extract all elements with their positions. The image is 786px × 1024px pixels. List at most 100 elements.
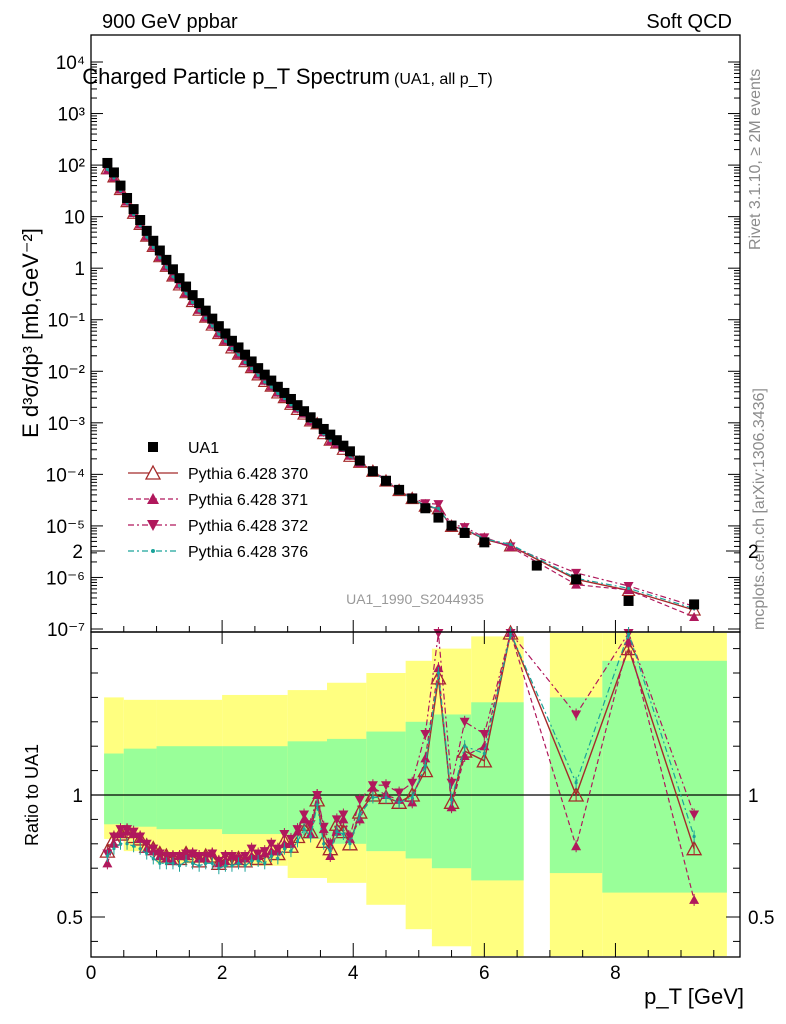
ua1-data-point <box>174 273 185 284</box>
ratio-point-3 <box>407 778 418 788</box>
uncertainty-band-inner <box>602 660 727 893</box>
ratio-point-4 <box>309 834 313 839</box>
ratio-y-tick-label: 0.5 <box>57 908 83 929</box>
y-axis-label: E d³σ/dp³ [mb,GeV⁻²] <box>18 228 43 438</box>
model-point-4 <box>164 265 168 269</box>
model-point-4 <box>184 292 188 296</box>
ratio-point-4 <box>164 861 168 865</box>
ua1-data-point <box>135 215 146 226</box>
ratio-point-3 <box>141 839 152 849</box>
ua1-data-point <box>207 313 218 324</box>
ua1-data-point <box>338 440 349 451</box>
ratio-point-3 <box>253 849 264 859</box>
uncertainty-band-inner <box>471 702 524 881</box>
ratio-point-3 <box>279 830 290 840</box>
model-point-4 <box>197 309 201 313</box>
ua1-data-point <box>420 503 431 514</box>
ua1-data-point <box>407 493 418 504</box>
ua1-data-point <box>240 349 251 360</box>
ratio-curve-4 <box>106 631 695 869</box>
ua1-data-point <box>233 342 244 353</box>
ua1-data-point <box>226 335 237 346</box>
ratio-point-4 <box>112 847 116 851</box>
model-point-4 <box>145 235 149 239</box>
ratio-point-1 <box>568 786 585 802</box>
ua1-data-point <box>187 290 198 301</box>
y-tick-label: 1 <box>74 259 85 280</box>
legend-label: UA1 <box>188 440 219 457</box>
model-point-4 <box>276 391 280 396</box>
model-point-4 <box>210 324 214 328</box>
ua1-data-point <box>122 192 133 203</box>
ua1-data-point <box>433 512 444 523</box>
model-point-4 <box>191 300 195 305</box>
y-tick-label: 10² <box>58 156 85 177</box>
ratio-point-2 <box>446 802 457 812</box>
legend-marker <box>151 549 155 553</box>
model-point-4 <box>223 339 227 343</box>
legend-label: Pythia 6.428 372 <box>188 518 308 535</box>
ratio-point-4 <box>177 864 182 868</box>
model-point-4 <box>151 245 155 250</box>
y-tick-label: 10⁻¹ <box>48 311 86 332</box>
ratio-point-2 <box>102 858 113 868</box>
ratio-point-3 <box>299 810 310 820</box>
ua1-data-point <box>148 235 159 246</box>
ratio-y-axis-label: Ratio to UA1 <box>22 744 42 846</box>
ratio-point-4 <box>315 803 319 807</box>
y-tick-label: 10⁴ <box>56 53 85 74</box>
ratio-point-4 <box>243 864 247 868</box>
ratio-point-4 <box>463 744 467 748</box>
ratio-point-3 <box>266 839 277 849</box>
model-curve-4 <box>106 169 695 610</box>
ratio-point-4 <box>371 795 375 800</box>
y-tick-label: 10 <box>64 208 85 229</box>
model-point-4 <box>230 346 234 351</box>
ratio-point-3 <box>381 781 391 791</box>
ua1-data-point <box>312 418 323 429</box>
ratio-point-3 <box>128 827 139 837</box>
ua1-data-point <box>367 466 378 477</box>
analysis-watermark: UA1_1990_S2044935 <box>346 591 484 607</box>
model-point-2 <box>689 611 700 621</box>
spectrum-frame <box>90 34 741 633</box>
model-point-4 <box>508 542 513 547</box>
ratio-point-3 <box>459 717 470 727</box>
ua1-data-point <box>220 328 231 339</box>
ratio-point-4 <box>217 866 221 870</box>
ratio-point-3 <box>285 834 296 844</box>
ratio-point-4 <box>341 832 345 836</box>
ua1-data-point <box>531 560 542 571</box>
ua1-data-point <box>108 167 119 178</box>
uncertainty-band-inner <box>123 748 157 827</box>
ua1-data-point <box>571 574 582 585</box>
ratio-point-3 <box>479 730 490 739</box>
x-tick-label: 0 <box>86 963 97 984</box>
ratio-point-1 <box>686 840 703 856</box>
ratio-point-3 <box>689 810 700 820</box>
ratio-point-3 <box>338 810 349 820</box>
ua1-data-point <box>305 412 316 423</box>
y-tick-label: 10⁻⁷ <box>47 620 85 641</box>
ua1-data-point <box>394 484 405 495</box>
ua1-data-point <box>479 537 490 548</box>
ratio-point-3 <box>154 849 165 859</box>
ratio-point-3 <box>148 844 159 854</box>
spectrum-panel: 10⁻⁷ 10⁻⁶ 10⁻⁵ 10⁻⁴ 10⁻³ 10⁻² 10⁻¹ 1 10 10² 10³ 10⁴… <box>18 34 741 661</box>
ratio-point-3 <box>200 852 211 861</box>
ratio-point-4 <box>118 842 123 846</box>
ua1-data-point <box>115 180 126 191</box>
ratio-point-4 <box>151 856 155 861</box>
ratio-point-4 <box>397 800 401 804</box>
model-point-4 <box>105 167 109 171</box>
ratio-point-3 <box>433 629 444 638</box>
ratio-point-3 <box>344 832 355 842</box>
legend-marker <box>148 442 158 452</box>
model-point-4 <box>328 438 332 443</box>
ratio-point-4 <box>302 827 306 831</box>
ua1-data-point <box>194 298 205 309</box>
x-tick-label: 2 <box>217 963 228 984</box>
ratio-point-4 <box>276 856 280 861</box>
ua1-data-point <box>318 423 329 434</box>
